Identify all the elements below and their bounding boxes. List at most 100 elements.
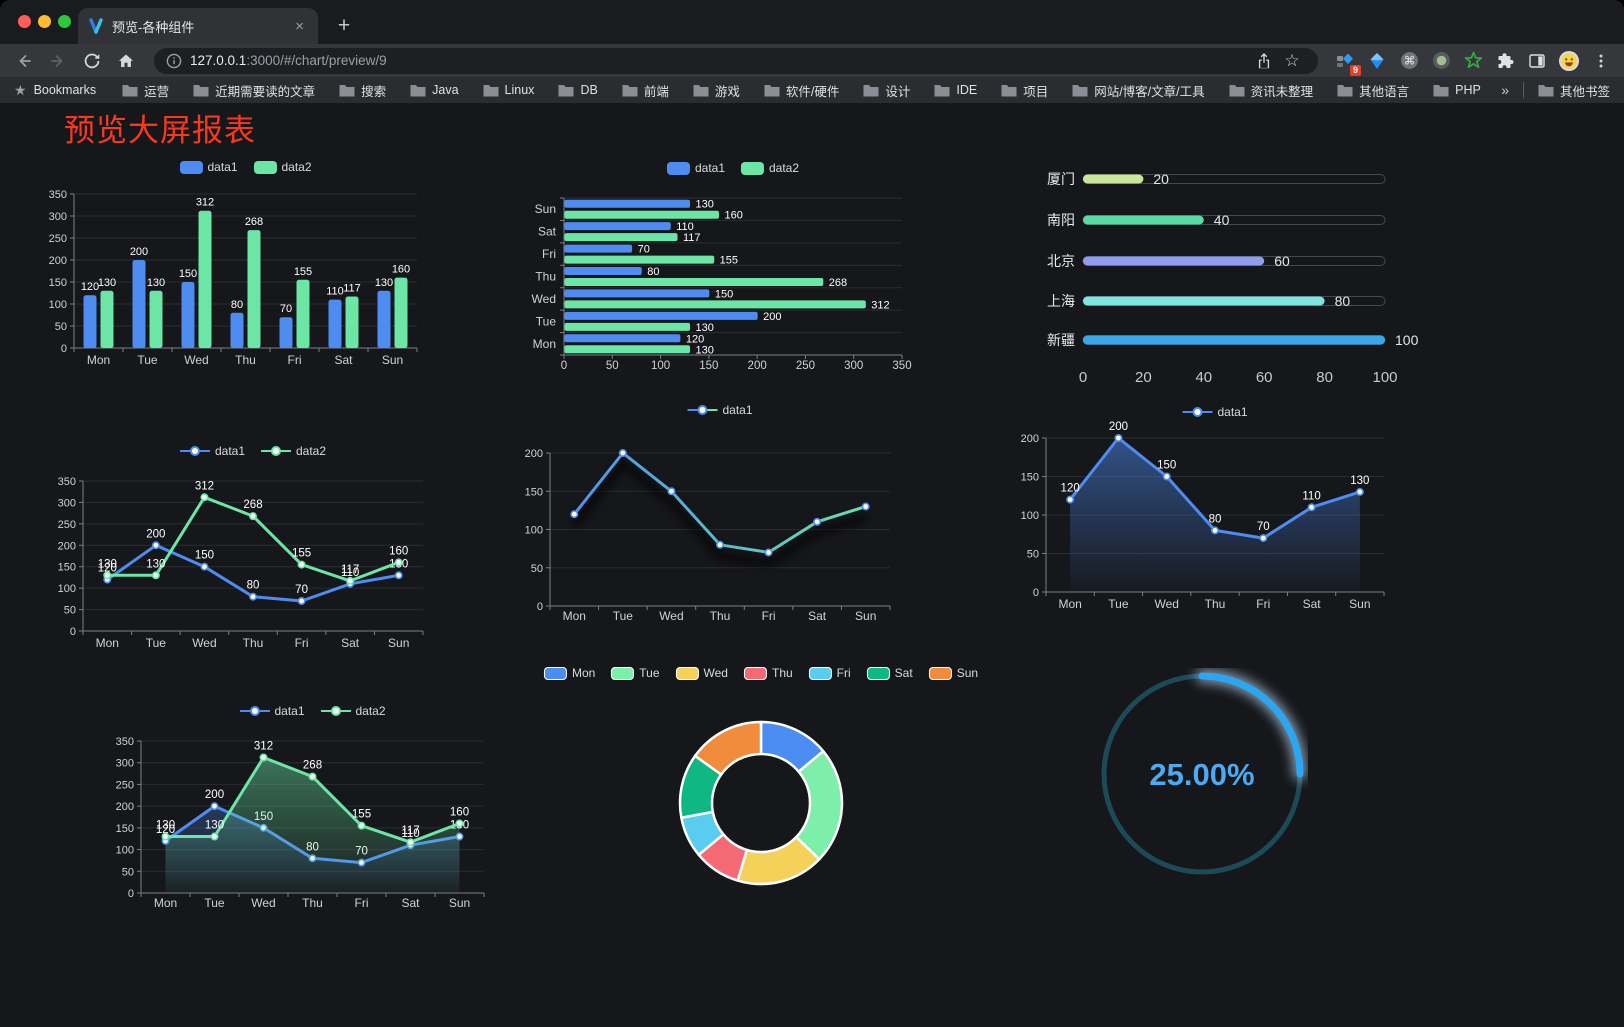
bookmark-folder[interactable]: 网站/博客/文章/工具 — [1072, 81, 1205, 100]
folder-icon — [339, 84, 355, 96]
forward-button[interactable] — [44, 47, 72, 75]
site-favicon — [89, 18, 103, 34]
bookmarks-bar: ★ Bookmarks 运营 近期需要读的文章 搜索 Java Linux DB 前端 游戏 软… — [0, 77, 1624, 103]
svg-text:117: 117 — [401, 825, 419, 837]
bookmark-folder-list: 运营 近期需要读的文章 搜索 Java Linux DB 前端 游戏 软件/硬件 设计 IDE 项目 网… — [122, 81, 1487, 100]
site-info-icon[interactable] — [166, 53, 182, 69]
browser-tab[interactable]: 预览-各种组件 × — [78, 8, 318, 44]
home-button[interactable] — [112, 47, 140, 75]
legend-item[interactable]: data1 — [666, 161, 725, 175]
chart-legend: data1 data2 — [239, 704, 386, 718]
bookmark-star-icon[interactable]: ☆ — [1284, 50, 1300, 70]
legend-item[interactable]: data1 — [687, 403, 753, 417]
legend-item[interactable]: data1 — [179, 160, 238, 174]
extension-star-icon[interactable] — [1460, 48, 1486, 74]
extension-kite-icon[interactable] — [1364, 48, 1390, 74]
svg-text:130: 130 — [98, 558, 117, 570]
folder-icon — [934, 84, 950, 96]
address-bar[interactable]: 127.0.0.1:3000/#/chart/preview/9 ☆ — [154, 47, 1318, 75]
extension-dot-icon[interactable] — [1428, 48, 1454, 74]
reload-button[interactable] — [78, 47, 106, 75]
city-progress-chart: 厦门 20 南阳 40 北京 60 上海 80 新疆 100 0 20 40 60 80 100 — [1000, 158, 1424, 388]
svg-text:厦门: 厦门 — [1047, 171, 1075, 187]
svg-text:150: 150 — [116, 823, 134, 835]
area-two-canvas: 0 50 100 150 200 250 300 350 Mon Tue Wed Thu Fri Sat S… — [116, 736, 485, 910]
svg-text:150: 150 — [195, 550, 214, 562]
extension-blocker-icon[interactable]: 9 — [1332, 48, 1361, 76]
two-series-line-chart: data1 data2 0 50 100 150 200 250 300 350 Mon Tue Wed… — [45, 432, 440, 658]
svg-text:Mon: Mon — [1058, 597, 1081, 611]
bookmark-folder[interactable]: 其他语言 — [1337, 81, 1409, 100]
menu-icon[interactable] — [1588, 48, 1614, 74]
forward-arrow-icon — [51, 54, 63, 67]
svg-text:Wed: Wed — [184, 353, 208, 367]
bookmark-folder[interactable]: 游戏 — [693, 81, 740, 100]
new-tab-button[interactable]: + — [337, 14, 351, 37]
svg-text:312: 312 — [871, 299, 889, 311]
svg-text:130: 130 — [205, 820, 224, 832]
bookmark-folder[interactable]: Linux — [483, 83, 534, 97]
folder-icon — [863, 84, 879, 96]
minimize-window-button[interactable] — [38, 15, 51, 28]
svg-text:150: 150 — [715, 288, 733, 300]
chart-legend: data1 data2 — [179, 444, 326, 458]
other-bookmarks-folder[interactable]: 其他书签 — [1538, 81, 1610, 100]
back-button[interactable] — [10, 47, 38, 75]
profile-avatar[interactable] — [1556, 48, 1582, 74]
legend-item[interactable]: data1 — [239, 704, 305, 718]
bookmarks-overflow-chevron[interactable]: » — [1501, 82, 1509, 98]
svg-text:300: 300 — [58, 497, 76, 509]
svg-text:70: 70 — [1257, 521, 1270, 533]
svg-text:100: 100 — [1021, 510, 1039, 522]
page-content: 预览大屏报表 data1 data2 0 50 100 150 200 250 300 350 Mo… — [0, 103, 1624, 1027]
tab-close-icon[interactable]: × — [295, 17, 304, 35]
svg-text:312: 312 — [254, 741, 273, 753]
bookmark-folder[interactable]: 资讯未整理 — [1229, 81, 1313, 100]
svg-text:Thu: Thu — [710, 609, 731, 623]
zoom-window-button[interactable] — [58, 15, 71, 28]
bookmarks-manager-icon[interactable]: ★ — [14, 81, 27, 98]
legend-item[interactable]: Sun — [928, 666, 978, 680]
svg-text:110: 110 — [676, 221, 694, 233]
legend-item[interactable]: data2 — [261, 444, 326, 458]
legend-item[interactable]: data1 — [1182, 405, 1248, 419]
svg-text:70: 70 — [295, 584, 308, 596]
legend-item[interactable]: Mon — [543, 666, 595, 680]
bookmark-folder[interactable]: IDE — [934, 83, 977, 97]
svg-text:160: 160 — [392, 264, 410, 276]
svg-text:200: 200 — [58, 540, 76, 552]
bookmark-folder[interactable]: 项目 — [1001, 81, 1048, 100]
svg-text:Tue: Tue — [1108, 597, 1129, 611]
folder-icon — [1001, 84, 1017, 96]
svg-text:Mon: Mon — [563, 609, 586, 623]
bookmark-folder[interactable]: 前端 — [622, 81, 669, 100]
svg-text:50: 50 — [531, 563, 543, 575]
bookmark-folder[interactable]: 运营 — [122, 81, 169, 100]
two-series-area-chart: data1 data2 0 50 100 150 200 250 300 350 Mon Tue Wed… — [100, 678, 495, 920]
extensions-puzzle-icon[interactable] — [1492, 48, 1518, 74]
bookmark-folder[interactable]: 软件/硬件 — [764, 81, 839, 100]
close-window-button[interactable] — [18, 15, 31, 28]
legend-item[interactable]: data1 — [179, 444, 245, 458]
bookmark-folder[interactable]: PHP — [1433, 83, 1481, 97]
svg-text:Wed: Wed — [1154, 597, 1178, 611]
bookmark-folder[interactable]: 搜索 — [339, 81, 386, 100]
svg-text:Sun: Sun — [855, 609, 876, 623]
bookmarks-label[interactable]: Bookmarks — [33, 83, 97, 97]
extension-command-icon[interactable]: ⌘ — [1396, 48, 1422, 74]
legend-item[interactable]: Tue — [611, 666, 660, 680]
svg-text:110: 110 — [326, 286, 344, 298]
legend-item[interactable]: Wed — [675, 666, 728, 680]
legend-item[interactable]: Sat — [866, 666, 913, 680]
bookmark-folder[interactable]: 近期需要读的文章 — [193, 81, 315, 100]
sidebar-icon[interactable] — [1524, 48, 1550, 74]
legend-item[interactable]: data2 — [253, 160, 312, 174]
bookmark-folder[interactable]: 设计 — [863, 81, 910, 100]
legend-item[interactable]: data2 — [741, 161, 799, 175]
bookmark-folder[interactable]: DB — [558, 83, 598, 97]
share-button[interactable] — [1250, 47, 1278, 75]
legend-item[interactable]: Thu — [743, 666, 793, 680]
bookmark-folder[interactable]: Java — [410, 83, 459, 97]
legend-item[interactable]: data2 — [320, 704, 386, 718]
legend-item[interactable]: Fri — [808, 666, 851, 680]
